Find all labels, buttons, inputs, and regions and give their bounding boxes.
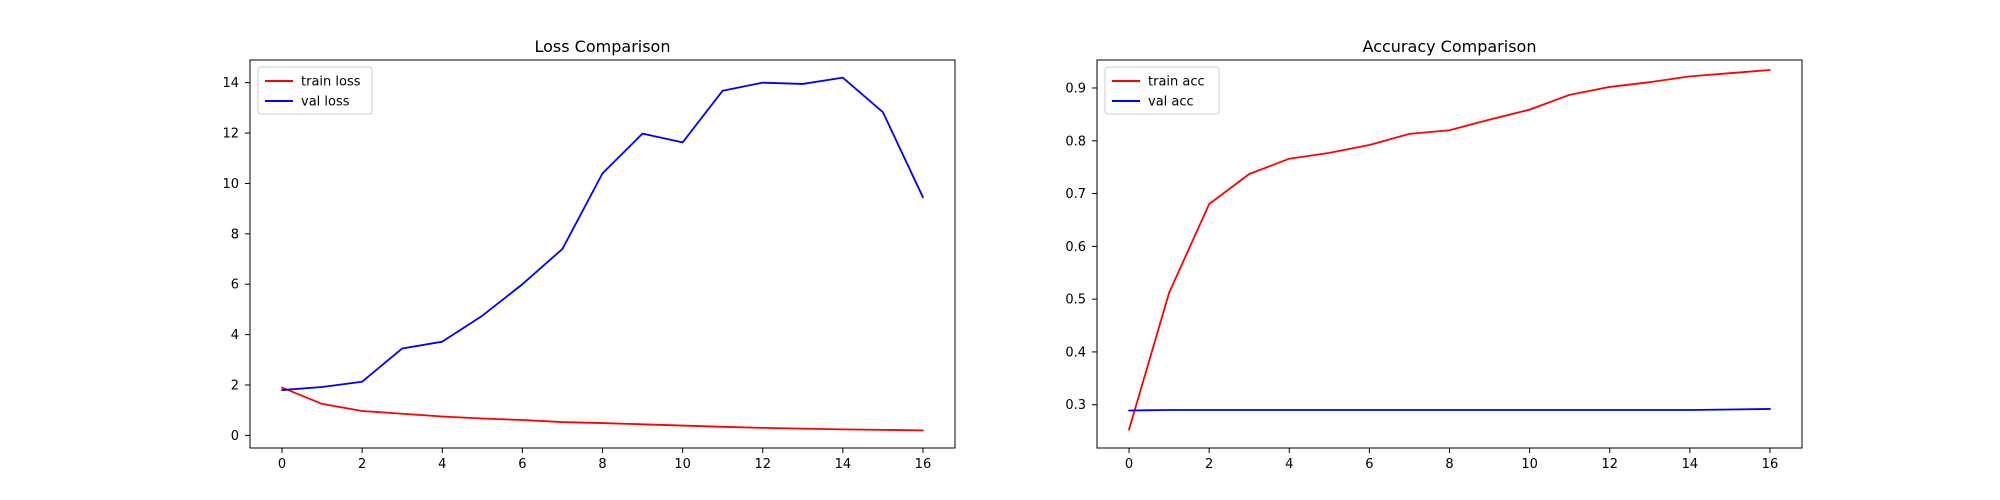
legend-label: val loss [301,95,350,110]
x-axis-ticks: 0 2 4 6 8 10 12 14 16 [1125,448,1778,472]
x-tick-label: 8 [598,457,606,472]
x-axis-ticks: 0 2 4 6 8 10 12 14 16 [278,448,931,472]
y-tick-label: 0.6 [1065,240,1086,255]
y-tick-label: 6 [231,278,239,293]
y-tick-label: 0.3 [1065,398,1086,413]
legend-label: train acc [1148,75,1205,90]
loss-comparison-chart: Loss Comparison 0 2 4 6 8 10 12 14 16 0 2 4 6 8 10 12 1… [222,37,956,472]
x-tick-label: 0 [278,457,286,472]
x-tick-label: 12 [754,457,771,472]
chart-legend: train loss val loss [257,66,373,115]
x-tick-label: 4 [438,457,446,472]
accuracy-comparison-chart: Accuracy Comparison 0 2 4 6 8 10 12 14 16 0.3 0.4… [1065,37,1803,472]
chart-legend: train acc val acc [1104,66,1220,115]
y-tick-label: 0.7 [1065,187,1086,202]
legend-label: train loss [301,75,361,90]
x-tick-label: 10 [1521,457,1538,472]
x-tick-label: 2 [1205,457,1213,472]
y-tick-label: 12 [222,127,239,142]
y-tick-label: 0.9 [1065,81,1086,96]
y-axis-ticks: 0 2 4 6 8 10 12 14 [222,76,250,444]
x-tick-label: 14 [835,457,852,472]
series-line-1 [281,76,924,391]
y-tick-label: 0.5 [1065,293,1086,308]
x-tick-label: 6 [518,457,526,472]
chart-title: Accuracy Comparison [1363,37,1537,56]
series-lines [1128,69,1771,431]
x-tick-label: 6 [1365,457,1373,472]
series-line-1 [1128,408,1771,412]
legend-box [257,66,373,115]
legend-box [1104,66,1220,115]
y-tick-label: 0 [231,429,239,444]
y-tick-label: 8 [231,227,239,242]
y-tick-label: 0.4 [1065,345,1086,360]
x-tick-label: 12 [1601,457,1618,472]
x-tick-label: 8 [1445,457,1453,472]
x-tick-label: 16 [1762,457,1779,472]
series-lines [281,76,924,432]
x-tick-label: 4 [1285,457,1293,472]
series-line-0 [281,386,924,432]
y-tick-label: 0.8 [1065,134,1086,149]
x-tick-label: 10 [674,457,691,472]
x-tick-label: 2 [358,457,366,472]
x-tick-label: 16 [915,457,932,472]
x-tick-label: 14 [1682,457,1699,472]
legend-label: val acc [1148,95,1194,110]
y-axis-ticks: 0.3 0.4 0.5 0.6 0.7 0.8 0.9 [1065,81,1097,413]
x-tick-label: 0 [1125,457,1133,472]
y-tick-label: 2 [231,379,239,394]
series-line-0 [1128,69,1771,431]
y-tick-label: 14 [222,76,239,91]
y-tick-label: 4 [231,328,239,343]
y-tick-label: 10 [222,177,239,192]
chart-title: Loss Comparison [535,37,671,56]
